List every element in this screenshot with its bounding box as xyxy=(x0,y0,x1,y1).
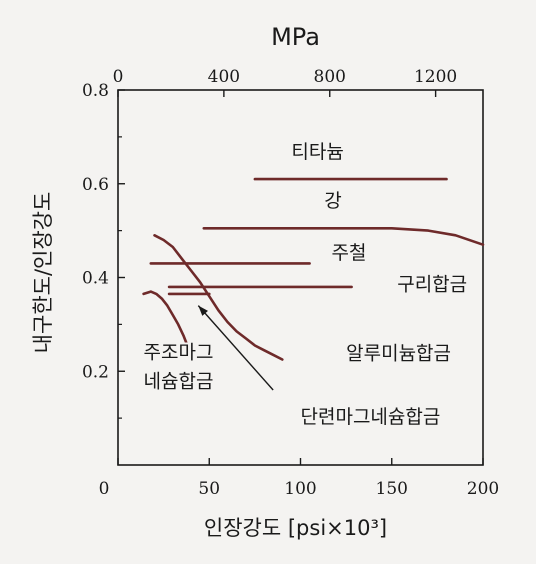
top-tick-label: 0 xyxy=(113,67,124,87)
annotation-label-0: 티타늄 xyxy=(291,141,343,163)
annotation-label-4: 알루미늄합금 xyxy=(346,343,451,365)
top-axis-title: MPa xyxy=(271,23,320,51)
top-tick-label: 1200 xyxy=(414,67,457,87)
y-tick-label: 0.6 xyxy=(82,175,109,195)
x-tick-label: 200 xyxy=(467,479,499,499)
annotation-label-1: 강 xyxy=(324,190,341,212)
x-tick-label: 100 xyxy=(284,479,316,499)
annotation-label-2: 주철 xyxy=(332,242,367,264)
arrow-head xyxy=(198,305,208,316)
series-line-1 xyxy=(202,227,485,246)
arrow-line xyxy=(197,305,274,391)
x-tick-label: 150 xyxy=(376,479,408,499)
annotation-label-5: 주조마그 xyxy=(144,342,214,364)
x-tick-label: 0 xyxy=(99,479,110,499)
y-axis-title: 내구한도/인장강도 xyxy=(31,192,55,354)
annotation-label-7: 단련마그네슘합금 xyxy=(301,406,441,428)
x-axis-title: 인장강도 [psi×10³] xyxy=(204,516,387,540)
annotation-label-3: 구리합금 xyxy=(397,274,467,296)
series-line-6 xyxy=(142,290,193,357)
top-tick-label: 400 xyxy=(208,67,240,87)
y-tick-label: 0.8 xyxy=(82,81,109,101)
top-tick-label: 800 xyxy=(314,67,346,87)
series-group xyxy=(142,177,485,391)
y-tick-label: 0.4 xyxy=(82,269,109,289)
y-tick-label: 0.2 xyxy=(82,362,109,382)
x-tick-label: 50 xyxy=(198,479,220,499)
series-line-5 xyxy=(153,234,284,361)
annotation-label-6: 네슘합금 xyxy=(144,371,214,393)
